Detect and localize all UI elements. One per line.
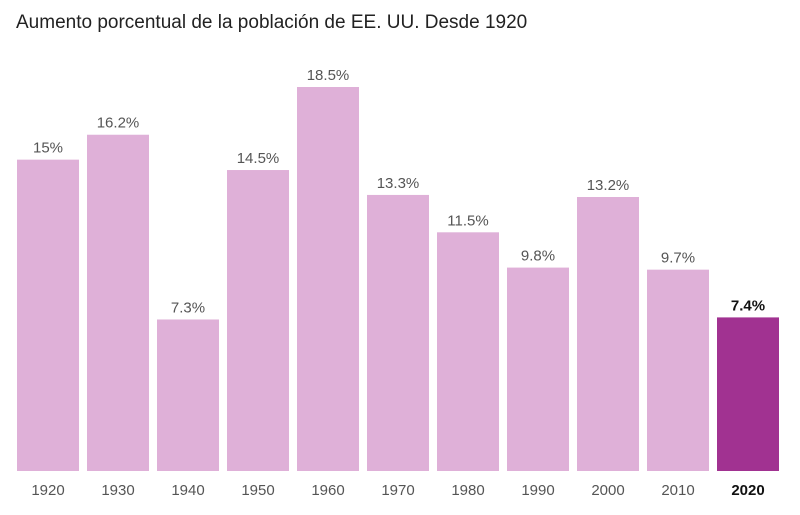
- x-tick-1950: 1950: [241, 482, 274, 499]
- bar-1980: [437, 232, 499, 471]
- x-tick-2000: 2000: [591, 482, 624, 499]
- bar-1940: [157, 319, 219, 471]
- bar-2000: [577, 197, 639, 471]
- bar-2010: [647, 269, 709, 471]
- value-label-1930: 16.2%: [97, 115, 140, 132]
- bar-1920: [17, 159, 79, 471]
- value-label-1970: 13.3%: [377, 175, 420, 192]
- x-tick-1920: 1920: [31, 482, 64, 499]
- x-tick-1990: 1990: [521, 482, 554, 499]
- bar-1970: [367, 194, 429, 472]
- x-tick-1960: 1960: [311, 482, 344, 499]
- x-tick-2010: 2010: [661, 482, 694, 499]
- value-label-1990: 9.8%: [521, 248, 555, 265]
- value-label-2010: 9.7%: [661, 250, 695, 267]
- value-label-2020: 7.4%: [731, 297, 765, 314]
- bar-2020: [717, 317, 779, 471]
- bar-1950: [227, 170, 289, 471]
- x-tick-1940: 1940: [171, 482, 204, 499]
- bar-1930: [87, 134, 149, 471]
- bar-1990: [507, 267, 569, 471]
- value-label-2000: 13.2%: [587, 177, 630, 194]
- bar-1960: [297, 87, 359, 471]
- value-label-1950: 14.5%: [237, 150, 280, 167]
- x-tick-2020: 2020: [731, 482, 764, 499]
- chart-title: Aumento porcentual de la población de EE…: [16, 12, 528, 33]
- value-label-1920: 15%: [33, 140, 63, 157]
- x-tick-1970: 1970: [381, 482, 414, 499]
- value-label-1940: 7.3%: [171, 299, 205, 316]
- value-label-1980: 11.5%: [447, 212, 488, 229]
- value-label-1960: 18.5%: [307, 67, 350, 84]
- x-tick-1980: 1980: [451, 482, 484, 499]
- x-tick-1930: 1930: [101, 482, 134, 499]
